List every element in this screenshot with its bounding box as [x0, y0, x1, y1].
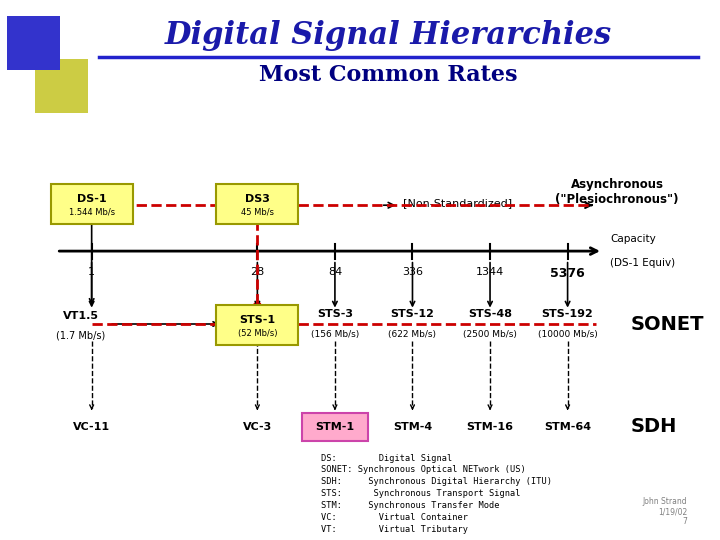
Text: STS-1: STS-1: [239, 315, 276, 325]
Text: DS:        Digital Signal: DS: Digital Signal: [321, 454, 452, 463]
FancyBboxPatch shape: [217, 305, 298, 345]
Text: SDH:     Synchronous Digital Hierarchy (ITU): SDH: Synchronous Digital Hierarchy (ITU): [321, 477, 552, 487]
Text: STS:      Synchronous Transport Signal: STS: Synchronous Transport Signal: [321, 489, 521, 498]
Text: DS-1: DS-1: [77, 194, 107, 204]
Text: (DS-1 Equiv): (DS-1 Equiv): [610, 258, 675, 268]
FancyBboxPatch shape: [35, 59, 88, 113]
Text: SDH: SDH: [631, 417, 678, 436]
Text: Most Common Rates: Most Common Rates: [258, 64, 517, 85]
Text: [Non-Standardized]: [Non-Standardized]: [403, 198, 513, 208]
Text: (2500 Mb/s): (2500 Mb/s): [463, 330, 517, 339]
Text: Capacity: Capacity: [610, 234, 656, 244]
Text: SONET: Synchronous Optical NETwork (US): SONET: Synchronous Optical NETwork (US): [321, 465, 526, 475]
Text: (156 Mb/s): (156 Mb/s): [311, 330, 359, 339]
Text: VT:        Virtual Tributary: VT: Virtual Tributary: [321, 525, 468, 534]
Text: STM-16: STM-16: [467, 422, 513, 431]
FancyBboxPatch shape: [302, 413, 368, 441]
Text: Digital Signal Hierarchies: Digital Signal Hierarchies: [164, 19, 611, 51]
FancyBboxPatch shape: [217, 184, 298, 224]
Text: 1: 1: [88, 267, 95, 278]
Text: STM-4: STM-4: [393, 422, 432, 431]
Text: 1.544 Mb/s: 1.544 Mb/s: [68, 208, 114, 217]
Text: (1.7 Mb/s): (1.7 Mb/s): [56, 331, 106, 341]
Text: SONET: SONET: [631, 314, 705, 334]
Text: VC:        Virtual Container: VC: Virtual Container: [321, 513, 468, 522]
Text: (10000 Mb/s): (10000 Mb/s): [538, 330, 598, 339]
Text: (622 Mb/s): (622 Mb/s): [389, 330, 436, 339]
FancyBboxPatch shape: [51, 184, 132, 224]
Text: 28: 28: [251, 267, 264, 278]
Text: DS3: DS3: [245, 194, 270, 204]
Text: (52 Mb/s): (52 Mb/s): [238, 329, 277, 338]
Text: STS-48: STS-48: [468, 309, 512, 319]
Text: 84: 84: [328, 267, 342, 278]
Text: 45 Mb/s: 45 Mb/s: [241, 208, 274, 217]
Text: STS-3: STS-3: [317, 309, 353, 319]
Text: VT1.5: VT1.5: [63, 312, 99, 321]
Text: Asynchronous
("Plesiochronous"): Asynchronous ("Plesiochronous"): [555, 178, 679, 206]
FancyBboxPatch shape: [7, 16, 60, 70]
Text: 336: 336: [402, 267, 423, 278]
Text: John Strand
1/19/02
7: John Strand 1/19/02 7: [643, 497, 688, 526]
Text: STS-192: STS-192: [541, 309, 593, 319]
Text: 5376: 5376: [550, 267, 585, 280]
Text: STM-1: STM-1: [315, 422, 354, 431]
Text: VC-3: VC-3: [243, 422, 272, 431]
Text: VC-11: VC-11: [73, 422, 110, 431]
Text: STM-64: STM-64: [544, 422, 591, 431]
Text: STS-12: STS-12: [390, 309, 434, 319]
Text: STM:     Synchronous Transfer Mode: STM: Synchronous Transfer Mode: [321, 501, 499, 510]
Text: 1344: 1344: [476, 267, 504, 278]
